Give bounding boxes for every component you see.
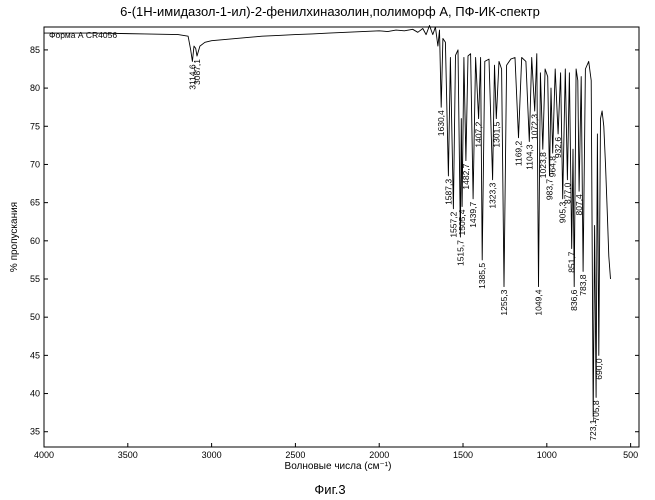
- peak-label: 1515,7: [455, 240, 465, 266]
- peak-label: 1385,5: [477, 263, 487, 289]
- peak-label: 877,0: [562, 182, 572, 204]
- peak-label: 1439,7: [468, 202, 478, 228]
- y-tick-label: 70: [30, 159, 40, 169]
- peak-label: 1049,4: [534, 289, 544, 315]
- x-tick-label: 1000: [537, 450, 557, 460]
- plot-area-frame: [43, 26, 640, 448]
- y-tick-label: 35: [30, 427, 40, 437]
- peak-label: 705,8: [591, 400, 601, 422]
- peak-label: 932,6: [553, 137, 563, 159]
- y-tick-label: 75: [30, 121, 40, 131]
- y-axis-ticks: 35 40 45 50 55 60 65 70 75 80 85: [30, 45, 639, 437]
- peak-label: 3114,6: [187, 64, 197, 90]
- peak-label: 1505,4: [457, 209, 467, 235]
- peak-label: 690,0: [594, 358, 604, 380]
- x-tick-label: 500: [623, 450, 638, 460]
- peak-label: 1587,3: [443, 179, 453, 205]
- peak-label: 1630,4: [436, 110, 446, 136]
- peak-label: 1104,3: [524, 144, 534, 170]
- peak-label: 1557,2: [448, 211, 458, 237]
- peak-label: 1323,3: [488, 182, 498, 208]
- x-tick-label: 2000: [369, 450, 389, 460]
- x-tick-label: 3000: [202, 450, 222, 460]
- y-tick-label: 60: [30, 236, 40, 246]
- y-axis-label: % пропускания: [9, 202, 20, 272]
- x-tick-label: 3500: [118, 450, 138, 460]
- peak-label: 807,4: [574, 194, 584, 216]
- y-tick-label: 65: [30, 198, 40, 208]
- x-axis-label: Волновые числа (см⁻¹): [285, 461, 392, 472]
- y-tick-label: 80: [30, 83, 40, 93]
- peak-label: 836,6: [569, 289, 579, 311]
- x-tick-label: 4000: [34, 450, 54, 460]
- peak-label: 1072,3: [530, 114, 540, 140]
- series-label: Форма А CR4056: [49, 30, 117, 40]
- peak-label: 964,8: [548, 156, 558, 178]
- y-tick-label: 40: [30, 389, 40, 399]
- peak-label: 1407,2: [474, 121, 484, 147]
- y-tick-label: 85: [30, 45, 40, 55]
- figure-caption: Фиг.3: [314, 482, 345, 497]
- spectrum-line: [44, 25, 611, 417]
- x-axis-ticks: 4000 3500 3000 2500 2000 1500 1000 500: [34, 443, 638, 460]
- peak-label: 723,1: [588, 419, 598, 441]
- y-tick-label: 50: [30, 312, 40, 322]
- chart-title: 6-(1Н-имидазол-1-ил)-2-фенилхиназолин,по…: [120, 4, 540, 19]
- y-tick-label: 45: [30, 350, 40, 360]
- peak-label: 851,7: [567, 251, 577, 273]
- peak-label: 1482,7: [461, 163, 471, 189]
- peak-label: 1255,3: [499, 289, 509, 315]
- x-tick-label: 1500: [453, 450, 473, 460]
- peak-label: 1301,5: [491, 121, 501, 147]
- peak-label: 1169,2: [514, 140, 524, 166]
- peak-label: 905,3: [558, 202, 568, 224]
- peak-label: 1023,8: [538, 152, 548, 178]
- y-tick-label: 55: [30, 274, 40, 284]
- peak-label: 783,8: [578, 274, 588, 296]
- x-tick-label: 2500: [285, 450, 305, 460]
- peak-label: 983,7: [545, 179, 555, 201]
- peak-label: 3087,1: [192, 59, 202, 85]
